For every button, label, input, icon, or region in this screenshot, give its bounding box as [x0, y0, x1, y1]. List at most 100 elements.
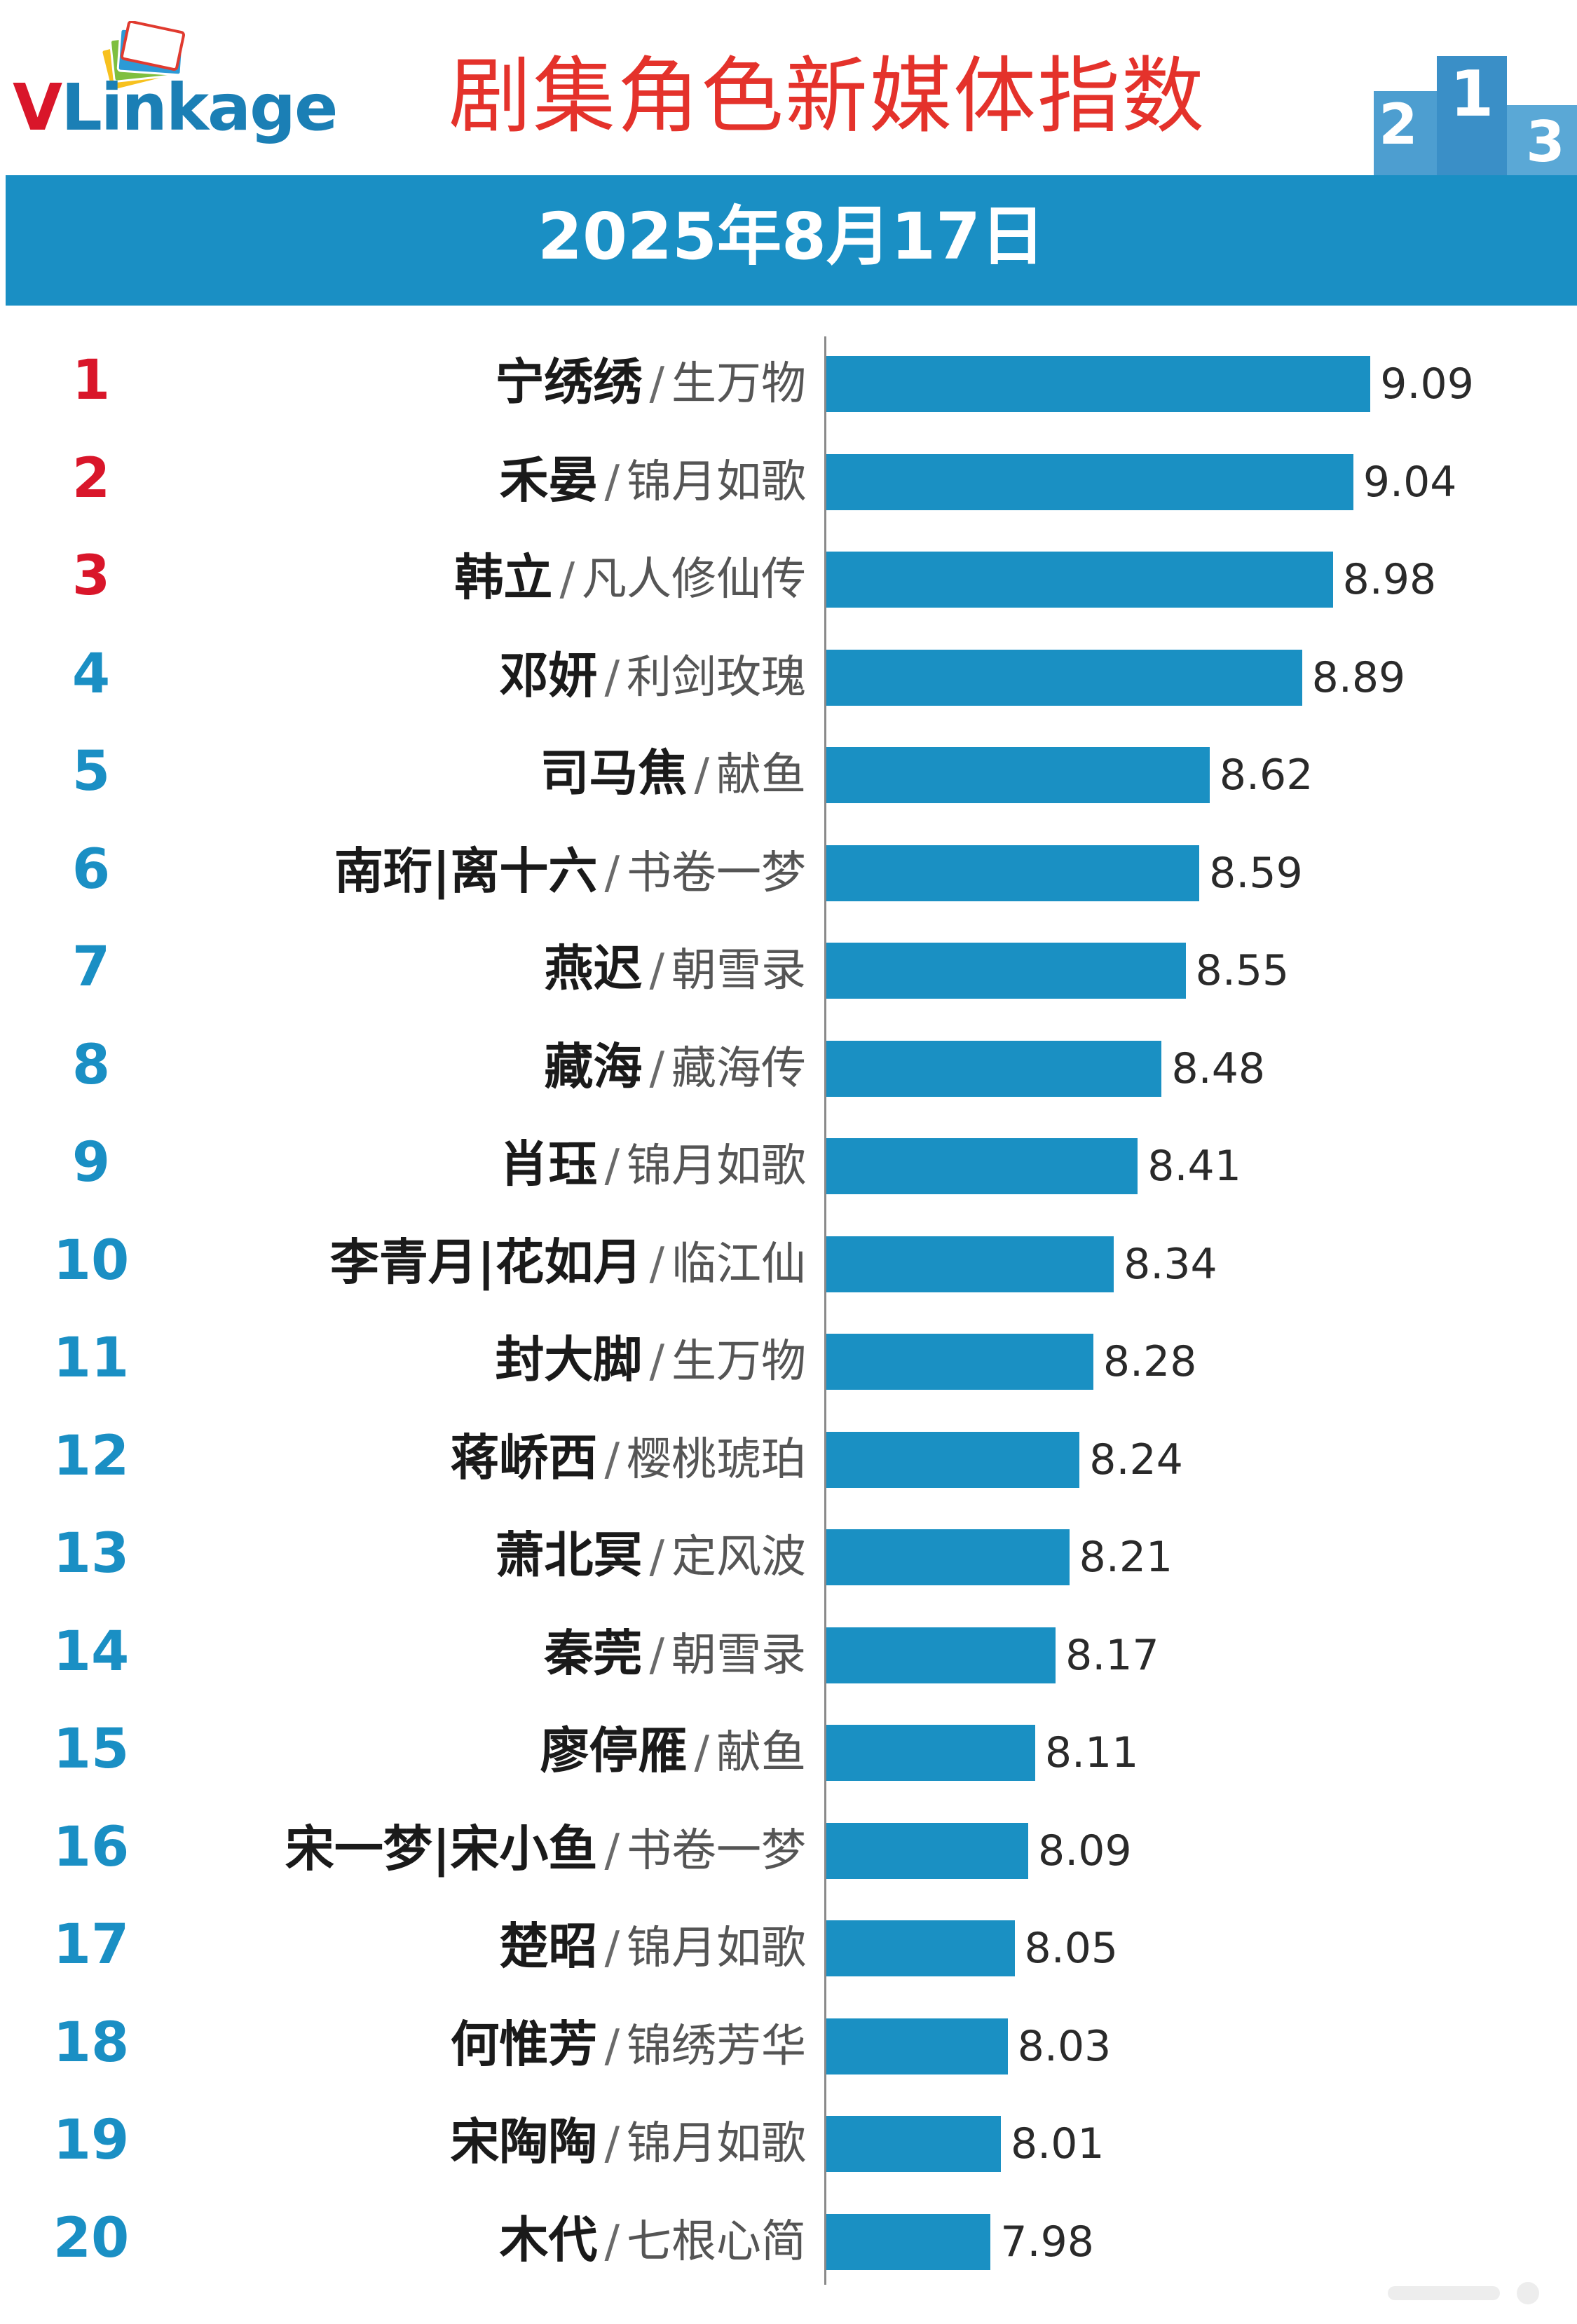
category-label: 楚昭 / 锦月如歌: [499, 1922, 806, 1971]
bar: [826, 1920, 1015, 1976]
label-separator: /: [694, 1727, 709, 1779]
character-name: 禾晏: [499, 451, 598, 509]
rank-number: 10: [53, 1229, 130, 1292]
category-label: 宋一梦|宋小鱼 / 书卷一梦: [285, 1824, 806, 1873]
logo-text: VLinkage: [13, 70, 338, 145]
label-separator: /: [604, 1433, 620, 1486]
drama-title: 生万物: [671, 1336, 806, 1388]
value-label: 8.62: [1219, 751, 1313, 800]
value-label: 8.55: [1195, 946, 1290, 995]
axis-line: [824, 336, 826, 2285]
drama-title: 七根心简: [627, 2215, 806, 2268]
character-name: 封大脚: [495, 1331, 643, 1388]
date-label: 2025年8月17日: [537, 199, 1046, 274]
value-label: 8.17: [1065, 1630, 1159, 1680]
date-banner: 2025年8月17日: [6, 175, 1577, 306]
character-name: 宁绣绣: [495, 353, 643, 411]
drama-title: 锦月如歌: [627, 1922, 806, 1974]
category-label: 宁绣绣 / 生万物: [495, 357, 806, 406]
value-label: 8.24: [1089, 1435, 1183, 1484]
category-label: 封大脚 / 生万物: [495, 1335, 806, 1384]
character-name: 藏海: [544, 1037, 643, 1095]
bar: [826, 1822, 1029, 1879]
category-label: 燕迟 / 朝雪录: [544, 944, 806, 993]
category-label: 邓妍 / 利剑玫瑰: [499, 651, 806, 700]
character-name: 燕迟: [544, 940, 643, 997]
chart-row: 2 禾晏 / 锦月如歌 9.04: [0, 435, 1577, 533]
character-name: 肖珏: [499, 1135, 598, 1193]
value-label: 8.21: [1079, 1533, 1173, 1582]
chart-row: 11 封大脚 / 生万物 8.28: [0, 1314, 1577, 1412]
character-name: 韩立: [454, 549, 553, 606]
chart-row: 10 李青月|花如月 / 临江仙 8.34: [0, 1217, 1577, 1315]
drama-title: 定风波: [671, 1531, 806, 1583]
chart-row: 6 南珩|离十六 / 书卷一梦 8.59: [0, 826, 1577, 924]
label-separator: /: [604, 1922, 620, 1974]
bar: [826, 2116, 1001, 2172]
value-label: 8.03: [1017, 2021, 1112, 2071]
category-label: 藏海 / 藏海传: [544, 1042, 806, 1091]
rank-number: 2: [71, 446, 111, 510]
label-separator: /: [649, 1629, 664, 1681]
bar: [826, 1725, 1035, 1781]
bar: [826, 1138, 1138, 1194]
value-label: 9.09: [1380, 360, 1474, 409]
category-label: 肖珏 / 锦月如歌: [499, 1140, 806, 1189]
ranking-chart: 1 宁绣绣 / 生万物 9.09 2 禾晏 / 锦月如歌 9.04 3 韩立 / 凡人修仙传 8.98 4 邓妍…: [0, 336, 1577, 2299]
value-label: 8.28: [1102, 1337, 1197, 1386]
rank-number: 16: [53, 1815, 130, 1879]
chart-row: 7 燕迟 / 朝雪录 8.55: [0, 923, 1577, 1021]
drama-title: 生万物: [671, 358, 806, 410]
label-separator: /: [649, 1238, 664, 1290]
rank-number: 12: [53, 1424, 130, 1488]
chart-row: 20 木代 / 七根心简 7.98: [0, 2194, 1577, 2292]
rank-number: 6: [71, 838, 111, 901]
rank-number: 7: [71, 936, 111, 999]
chart-row: 18 何惟芳 / 锦绣芳华 8.03: [0, 1999, 1577, 2097]
rank-number: 3: [71, 545, 111, 608]
chart-row: 4 邓妍 / 利剑玫瑰 8.89: [0, 630, 1577, 728]
chart-row: 17 楚昭 / 锦月如歌 8.05: [0, 1901, 1577, 1999]
drama-title: 利剑玫瑰: [627, 651, 806, 704]
character-name: 秦莞: [544, 1624, 643, 1682]
label-separator: /: [604, 2215, 620, 2268]
bar: [826, 943, 1186, 999]
label-separator: /: [649, 358, 664, 410]
chart-row: 8 藏海 / 藏海传 8.48: [0, 1021, 1577, 1119]
chart-row: 5 司马焦 / 献鱼 8.62: [0, 727, 1577, 826]
character-name: 南珩|离十六: [334, 842, 598, 900]
chart-row: 13 萧北冥 / 定风波 8.21: [0, 1510, 1577, 1608]
drama-title: 朝雪录: [671, 945, 806, 997]
value-label: 8.41: [1147, 1142, 1241, 1191]
category-label: 萧北冥 / 定风波: [495, 1531, 806, 1580]
value-label: 8.89: [1311, 652, 1406, 702]
label-separator: /: [649, 1042, 664, 1095]
svg-text:1: 1: [1450, 57, 1494, 131]
bar: [826, 1529, 1070, 1585]
category-label: 何惟芳 / 锦绣芳华: [450, 2020, 806, 2069]
rank-number: 9: [71, 1131, 111, 1194]
rank-number: 4: [71, 642, 111, 706]
drama-title: 朝雪录: [671, 1629, 806, 1681]
bar: [826, 747, 1210, 803]
character-name: 萧北冥: [495, 1526, 643, 1584]
label-separator: /: [694, 749, 709, 801]
rank-number: 18: [53, 2011, 130, 2074]
category-label: 韩立 / 凡人修仙传: [454, 553, 806, 602]
label-separator: /: [604, 2118, 620, 2170]
drama-title: 锦绣芳华: [627, 2020, 806, 2072]
drama-title: 锦月如歌: [627, 456, 806, 508]
logo-cards-icon: [100, 21, 185, 92]
bar: [826, 1627, 1056, 1683]
character-name: 楚昭: [499, 1918, 598, 1975]
drama-title: 献鱼: [716, 749, 806, 801]
chart-row: 1 宁绣绣 / 生万物 9.09: [0, 336, 1577, 435]
chart-row: 19 宋陶陶 / 锦月如歌 8.01: [0, 2096, 1577, 2194]
character-name: 司马焦: [540, 744, 688, 802]
value-label: 8.09: [1038, 1826, 1132, 1875]
value-label: 8.98: [1342, 555, 1437, 604]
label-separator: /: [604, 2020, 620, 2072]
chart-row: 3 韩立 / 凡人修仙传 8.98: [0, 532, 1577, 630]
bar: [826, 552, 1333, 608]
label-separator: /: [604, 1140, 620, 1192]
